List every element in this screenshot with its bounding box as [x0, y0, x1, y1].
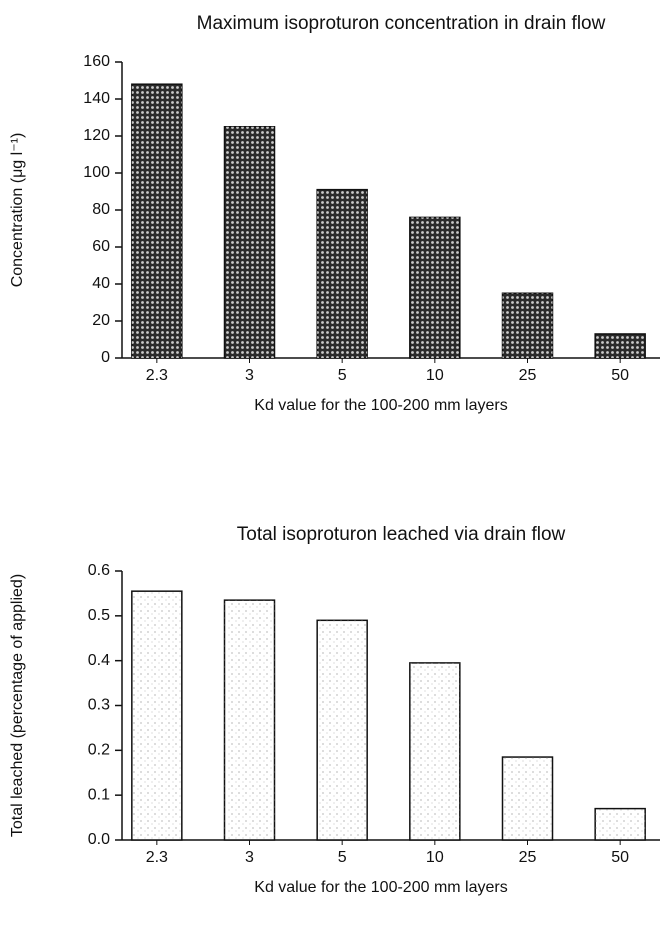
y-tick-label: 0.5: [88, 607, 110, 624]
y-tick-label: 120: [83, 127, 110, 144]
y-tick-label: 40: [92, 275, 110, 292]
x-tick-label: 2.3: [146, 367, 168, 384]
x-tick-label: 50: [611, 849, 629, 866]
bar-texture: [502, 293, 553, 358]
y-tick-label: 60: [92, 238, 110, 255]
x-tick-label: 2.3: [146, 849, 168, 866]
y-tick-label: 100: [83, 164, 110, 181]
bar-texture: [131, 591, 182, 840]
x-tick-label: 3: [245, 367, 254, 384]
y-tick-label: 0.6: [88, 562, 110, 579]
bar-texture: [224, 600, 275, 840]
y-tick-label: 160: [83, 53, 110, 70]
bar-texture: [409, 217, 460, 358]
x-tick-label: 50: [611, 367, 629, 384]
bar-texture: [595, 333, 646, 358]
bar-texture: [595, 808, 646, 840]
x-tick-label: 25: [519, 849, 537, 866]
x-tick-label: 3: [245, 849, 254, 866]
chart-title: Maximum isoproturon concentration in dra…: [197, 13, 606, 34]
bar-texture: [317, 620, 368, 840]
y-tick-label: 0.2: [88, 742, 110, 759]
x-tick-label: 10: [426, 849, 444, 866]
bar-texture: [502, 757, 553, 840]
x-axis-label: Kd value for the 100-200 mm layers: [254, 879, 507, 896]
y-tick-label: 140: [83, 90, 110, 107]
y-tick-label: 0.4: [88, 652, 110, 669]
y-tick-label: 0: [101, 349, 110, 366]
y-tick-label: 80: [92, 201, 110, 218]
y-tick-label: 0.1: [88, 786, 110, 803]
chart-title: Total isoproturon leached via drain flow: [237, 524, 566, 545]
x-tick-label: 5: [338, 367, 347, 384]
x-axis-label: Kd value for the 100-200 mm layers: [254, 397, 507, 414]
y-tick-label: 0.3: [88, 697, 110, 714]
y-tick-label: 20: [92, 312, 110, 329]
bar-texture: [131, 84, 182, 358]
y-axis-label: Concentration (μg l⁻¹): [9, 133, 26, 288]
bar-texture: [317, 189, 368, 358]
bar-texture: [224, 126, 275, 358]
y-tick-label: 0.0: [88, 831, 110, 848]
x-tick-label: 10: [426, 367, 444, 384]
x-tick-label: 5: [338, 849, 347, 866]
y-axis-label: Total leached (percentage of applied): [9, 574, 26, 837]
bar-texture: [409, 662, 460, 840]
x-tick-label: 25: [519, 367, 537, 384]
